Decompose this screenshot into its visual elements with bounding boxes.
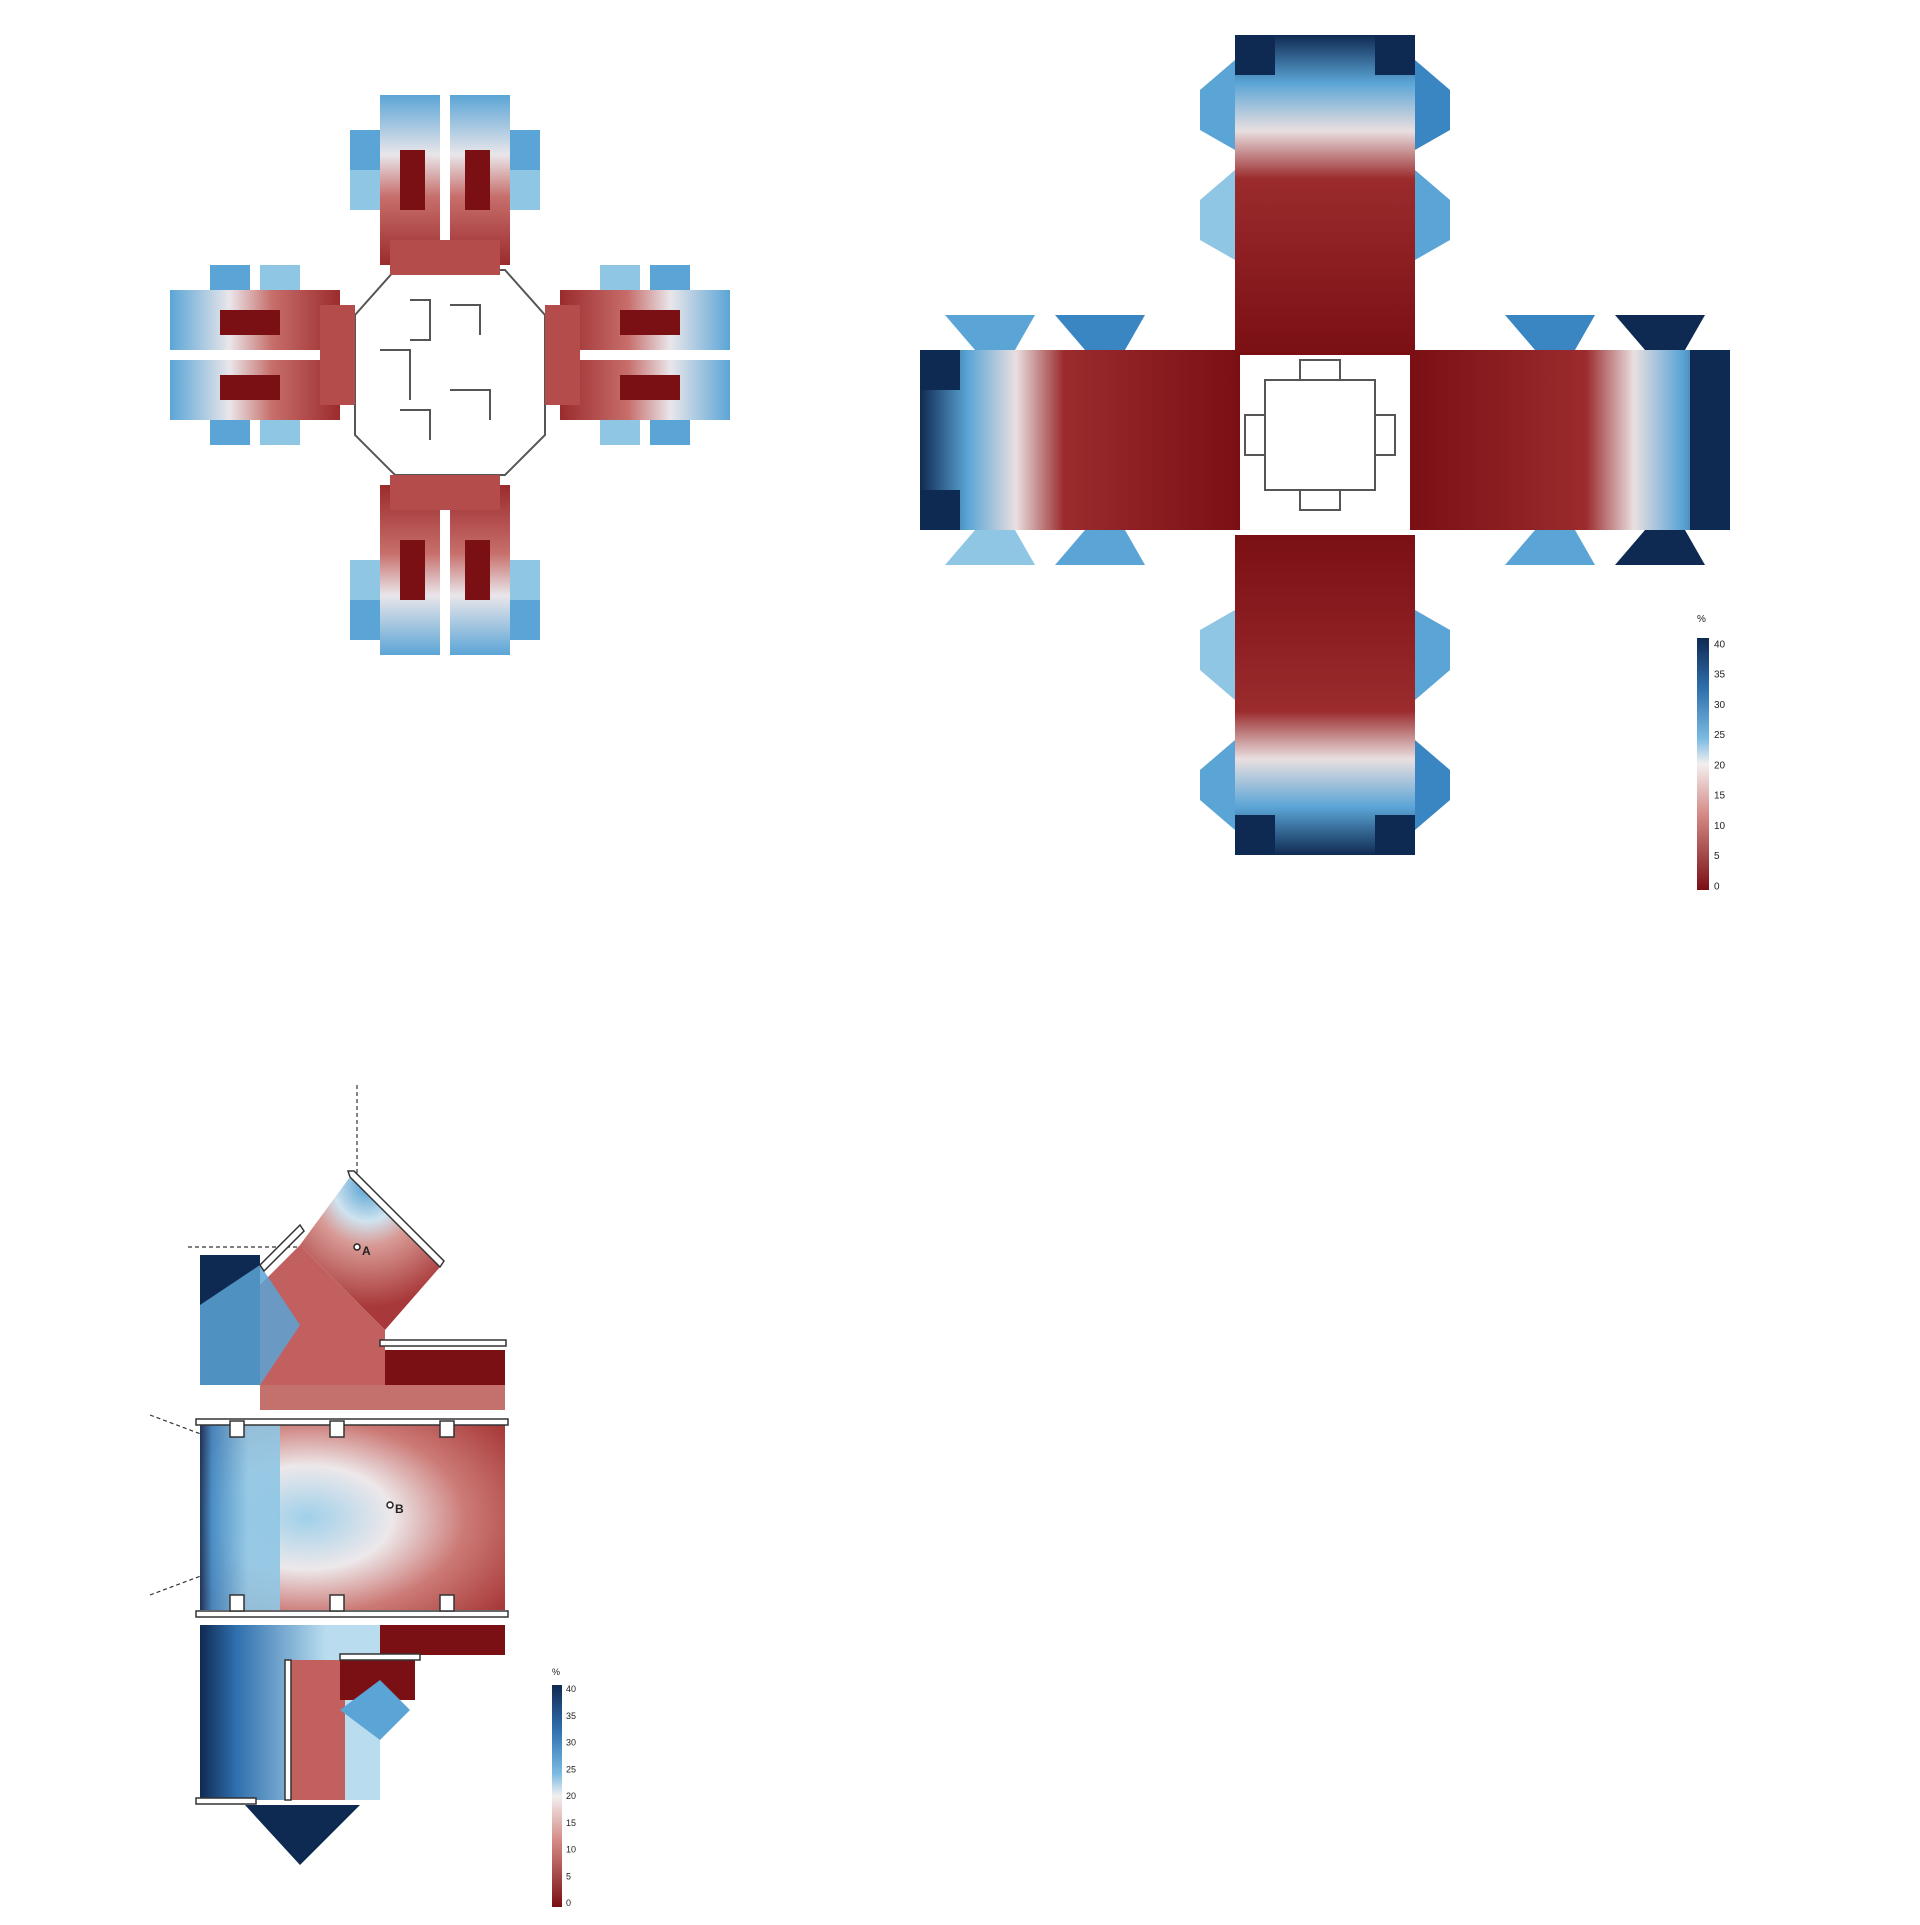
legend-bottom: % 40 35 30 25 20 15 10 5 0: [550, 1665, 610, 1925]
legend-top: % 40 35 30 25 20 15 10 5 0: [1695, 610, 1755, 900]
walls: [195, 1170, 509, 1618]
north-arm: [1200, 35, 1450, 355]
legend-bottom-tick-5: 5: [566, 1871, 571, 1881]
legend-bottom-tick-10: 10: [566, 1845, 576, 1855]
legend-bottom-unit: %: [552, 1667, 560, 1677]
plan-four-arm-cross: [920, 35, 1730, 855]
south-arm: [1200, 535, 1450, 855]
legend-bottom-tick-35: 35: [566, 1711, 576, 1721]
legend-bottom-tick-15: 15: [566, 1818, 576, 1828]
marker-b: B: [386, 1501, 404, 1516]
west-arm: [920, 315, 1240, 565]
legend-top-tick-20: 20: [1714, 760, 1726, 771]
legend-top-unit: %: [1697, 614, 1706, 625]
room-c-bay: [340, 1680, 410, 1740]
legend-top-tick-35: 35: [1714, 670, 1726, 681]
label-a: A: [362, 1244, 371, 1258]
octagon-core: [354, 269, 546, 476]
central-core: [1244, 359, 1396, 511]
legend-top-tick-15: 15: [1714, 791, 1726, 802]
label-b: B: [395, 1502, 404, 1516]
legend-top-bar: % 40 35 30 25 20 15 10 5 0: [1697, 614, 1726, 892]
east-wing: [545, 265, 730, 445]
room-c-walls: [195, 1653, 421, 1805]
legend-top-tick-25: 25: [1714, 730, 1726, 741]
room-a: [200, 1177, 505, 1410]
legend-bottom-tick-30: 30: [566, 1738, 576, 1748]
plan-octagonal-cross: [170, 95, 730, 655]
room-c-bath: [290, 1660, 345, 1800]
east-arm: [1410, 315, 1730, 565]
legend-bottom-tick-40: 40: [566, 1684, 576, 1694]
plan-detail-lower: [195, 1625, 421, 1865]
legend-bottom-tick-0: 0: [566, 1898, 571, 1908]
legend-top-tick-30: 30: [1714, 700, 1726, 711]
room-b: [200, 1425, 505, 1610]
legend-bottom-bar: % 40 35 30 25 20 15 10 5 0: [552, 1667, 576, 1908]
legend-top-tick-40: 40: [1714, 639, 1726, 650]
room-c-balcony: [245, 1805, 360, 1865]
plan-detail-wing: A B: [149, 1085, 509, 1655]
legend-top-tick-10: 10: [1714, 821, 1726, 832]
south-wing: [350, 475, 540, 655]
west-wing: [170, 265, 355, 445]
marker-a: A: [353, 1243, 371, 1258]
legend-top-tick-0: 0: [1714, 881, 1720, 892]
legend-bottom-tick-20: 20: [566, 1791, 576, 1801]
north-wing: [350, 95, 540, 275]
legend-bottom-tick-25: 25: [566, 1764, 576, 1774]
legend-top-tick-5: 5: [1714, 851, 1720, 862]
